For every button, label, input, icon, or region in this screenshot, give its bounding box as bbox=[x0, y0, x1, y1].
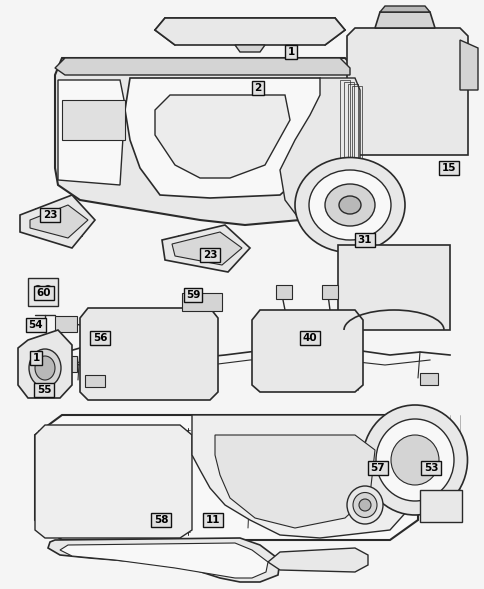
Bar bbox=[55, 316, 77, 332]
Polygon shape bbox=[172, 232, 242, 265]
Ellipse shape bbox=[362, 405, 467, 515]
Polygon shape bbox=[155, 18, 344, 45]
Polygon shape bbox=[80, 308, 217, 400]
Ellipse shape bbox=[29, 349, 61, 387]
Ellipse shape bbox=[294, 157, 404, 253]
Ellipse shape bbox=[358, 499, 370, 511]
Text: 15: 15 bbox=[441, 163, 455, 173]
Polygon shape bbox=[192, 415, 407, 538]
Ellipse shape bbox=[45, 286, 51, 293]
Polygon shape bbox=[55, 58, 349, 75]
Bar bbox=[55, 356, 77, 372]
Text: 23: 23 bbox=[43, 210, 57, 220]
Text: 11: 11 bbox=[205, 515, 220, 525]
Polygon shape bbox=[58, 80, 125, 185]
Ellipse shape bbox=[346, 486, 382, 524]
Ellipse shape bbox=[338, 196, 360, 214]
Ellipse shape bbox=[34, 286, 42, 293]
Ellipse shape bbox=[390, 435, 438, 485]
Ellipse shape bbox=[324, 184, 374, 226]
Bar bbox=[182, 293, 222, 311]
Text: 54: 54 bbox=[29, 320, 43, 330]
Polygon shape bbox=[18, 330, 72, 398]
Text: 40: 40 bbox=[302, 333, 317, 343]
Polygon shape bbox=[346, 28, 467, 155]
Text: 58: 58 bbox=[153, 515, 168, 525]
Text: 23: 23 bbox=[202, 250, 217, 260]
Text: 2: 2 bbox=[254, 83, 261, 93]
Ellipse shape bbox=[35, 356, 55, 380]
Text: 1: 1 bbox=[32, 353, 40, 363]
Polygon shape bbox=[155, 95, 289, 178]
Polygon shape bbox=[35, 425, 192, 538]
Polygon shape bbox=[20, 195, 95, 248]
Text: 31: 31 bbox=[357, 235, 372, 245]
Polygon shape bbox=[379, 6, 429, 12]
Text: 1: 1 bbox=[287, 47, 294, 57]
Bar bbox=[85, 375, 105, 387]
Text: 57: 57 bbox=[370, 463, 384, 473]
Polygon shape bbox=[162, 225, 249, 272]
Text: 56: 56 bbox=[92, 333, 107, 343]
Polygon shape bbox=[252, 310, 362, 392]
Ellipse shape bbox=[352, 492, 376, 518]
Ellipse shape bbox=[375, 419, 453, 501]
Polygon shape bbox=[60, 543, 268, 578]
Text: 53: 53 bbox=[423, 463, 438, 473]
Polygon shape bbox=[62, 100, 125, 140]
Ellipse shape bbox=[308, 170, 390, 240]
Bar bbox=[28, 278, 58, 306]
Polygon shape bbox=[214, 435, 374, 528]
Bar bbox=[419, 490, 461, 522]
Polygon shape bbox=[30, 205, 88, 238]
Text: 55: 55 bbox=[37, 385, 51, 395]
Polygon shape bbox=[48, 538, 279, 582]
Bar bbox=[321, 285, 337, 299]
Text: 60: 60 bbox=[37, 288, 51, 298]
Polygon shape bbox=[35, 415, 417, 540]
Polygon shape bbox=[55, 58, 354, 225]
Bar bbox=[275, 285, 291, 299]
Text: 59: 59 bbox=[185, 290, 200, 300]
Polygon shape bbox=[459, 40, 477, 90]
Polygon shape bbox=[125, 78, 334, 198]
Bar bbox=[337, 245, 449, 330]
Polygon shape bbox=[235, 45, 264, 52]
Polygon shape bbox=[374, 12, 434, 28]
Polygon shape bbox=[279, 78, 359, 220]
Polygon shape bbox=[268, 548, 367, 572]
Bar bbox=[419, 373, 437, 385]
